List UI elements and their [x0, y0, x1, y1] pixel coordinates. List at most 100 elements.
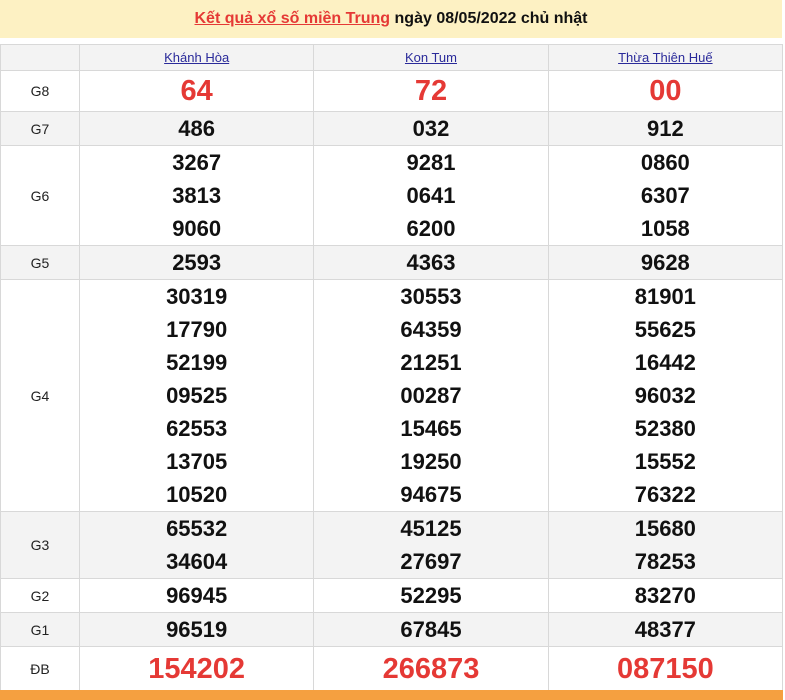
prize-label: G6 [0, 145, 80, 246]
prize-number: 67845 [400, 617, 462, 642]
prize-number: 0860 [640, 150, 690, 175]
prize-cell: 48377 [547, 612, 784, 647]
prize-cell: 96519 [78, 612, 315, 647]
prize-cell: 266873 [313, 646, 549, 691]
prize-number: 52295 [400, 583, 462, 608]
prize-cell: 032 [313, 111, 549, 146]
prize-number: 09525 [166, 383, 228, 408]
prize-number: 10520 [166, 482, 228, 507]
prize-number: 72 [414, 75, 448, 107]
prize-row: G4 30319 17790 52199 09525 62553 13705 10520 305… [0, 279, 784, 512]
prize-number: 34604 [166, 549, 228, 574]
province-link[interactable]: Khánh Hòa [164, 50, 230, 65]
prize-cell: 65532 34604 [78, 511, 315, 579]
corner-cell [0, 44, 80, 71]
prize-cell: 0860 6307 1058 [547, 145, 784, 246]
page-title: Kết quả xổ số miền Trung ngày 08/05/2022… [0, 0, 782, 38]
prize-number: 45125 [400, 516, 462, 541]
prize-cell: 9628 [547, 245, 784, 280]
prize-number: 15552 [634, 449, 696, 474]
prize-number: 76322 [634, 482, 696, 507]
prize-number: 96945 [166, 583, 228, 608]
prize-number: 19250 [400, 449, 462, 474]
prize-number: 154202 [148, 652, 246, 685]
prize-number: 15465 [400, 416, 462, 441]
prize-number: 15680 [634, 516, 696, 541]
prize-cell: 9281 0641 6200 [313, 145, 549, 246]
prize-cell: 81901 55625 16442 96032 52380 15552 76322 [547, 279, 784, 512]
prize-cell: 15680 78253 [547, 511, 784, 579]
prize-cell: 3267 3813 9060 [78, 145, 315, 246]
prize-number: 6307 [640, 183, 690, 208]
prize-number: 94675 [400, 482, 462, 507]
prize-cell: 45125 27697 [313, 511, 549, 579]
prize-cell: 67845 [313, 612, 549, 647]
prize-number: 64 [180, 75, 213, 107]
prize-number: 00287 [400, 383, 462, 408]
prize-cell: 2593 [78, 245, 315, 280]
prize-number: 087150 [616, 652, 714, 685]
prize-number: 00 [649, 75, 682, 107]
prize-cell: 154202 [78, 646, 315, 691]
prize-number: 96032 [634, 383, 696, 408]
prize-number: 52380 [634, 416, 696, 441]
footer-bar [0, 690, 783, 700]
prize-cell: 4363 [313, 245, 549, 280]
prize-number: 48377 [634, 617, 696, 642]
prize-row: G6 3267 3813 9060 9281 0641 6200 0860 6307 1058 [0, 145, 784, 246]
prize-number: 3267 [172, 150, 222, 175]
prize-label: G7 [0, 111, 80, 146]
prize-row: G3 65532 34604 45125 27697 15680 78253 [0, 511, 784, 579]
prize-number: 032 [412, 116, 450, 141]
province-header: Kon Tum [313, 44, 549, 71]
prize-number: 81901 [634, 284, 696, 309]
prize-label: G5 [0, 245, 80, 280]
prize-number: 52199 [166, 350, 228, 375]
prize-number: 64359 [400, 317, 462, 342]
prize-number: 78253 [634, 549, 696, 574]
prize-cell: 087150 [547, 646, 784, 691]
prize-number: 9060 [172, 216, 222, 241]
prize-number: 9281 [406, 150, 456, 175]
prize-number: 55625 [634, 317, 696, 342]
prize-number: 27697 [400, 549, 462, 574]
date-text: ngày 08/05/2022 chủ nhật [390, 10, 588, 27]
prize-cell: 486 [78, 111, 315, 146]
prize-number: 13705 [166, 449, 228, 474]
prize-cell: 64 [78, 70, 315, 112]
prize-number: 266873 [382, 652, 480, 685]
prize-row: G8 64 72 00 [0, 70, 784, 112]
province-link[interactable]: Thừa Thiên Huế [618, 50, 713, 65]
prize-cell: 30553 64359 21251 00287 15465 19250 94675 [313, 279, 549, 512]
prize-label: G8 [0, 70, 80, 112]
prize-number: 6200 [406, 216, 456, 241]
prize-cell: 30319 17790 52199 09525 62553 13705 10520 [78, 279, 315, 512]
prize-row: G7 486 032 912 [0, 111, 784, 146]
prize-number: 96519 [166, 617, 228, 642]
prize-label: G2 [0, 578, 80, 613]
prize-number: 9628 [640, 250, 690, 275]
prize-number: 0641 [406, 183, 456, 208]
province-link[interactable]: Kon Tum [404, 50, 457, 65]
prize-number: 65532 [166, 516, 228, 541]
province-header: Khánh Hòa [78, 44, 315, 71]
prize-number: 1058 [640, 216, 690, 241]
prize-number: 3813 [172, 183, 222, 208]
prize-row: G2 96945 52295 83270 [0, 578, 784, 613]
prize-cell: 912 [547, 111, 784, 146]
prize-row: G5 2593 4363 9628 [0, 245, 784, 280]
prize-cell: 96945 [78, 578, 315, 613]
prize-number: 486 [178, 116, 216, 141]
prize-number: 17790 [166, 317, 228, 342]
prize-number: 2593 [172, 250, 222, 275]
prize-row: ĐB 154202 266873 087150 [0, 646, 784, 691]
prize-label: G1 [0, 612, 80, 647]
prize-cell: 72 [313, 70, 549, 112]
prize-label: ĐB [0, 646, 80, 691]
prize-number: 912 [646, 116, 684, 141]
region-link[interactable]: Kết quả xổ số miền Trung [194, 10, 391, 27]
prize-cell: 00 [547, 70, 784, 112]
prize-number: 21251 [400, 350, 462, 375]
prize-cell: 52295 [313, 578, 549, 613]
prize-row: G1 96519 67845 48377 [0, 612, 784, 647]
